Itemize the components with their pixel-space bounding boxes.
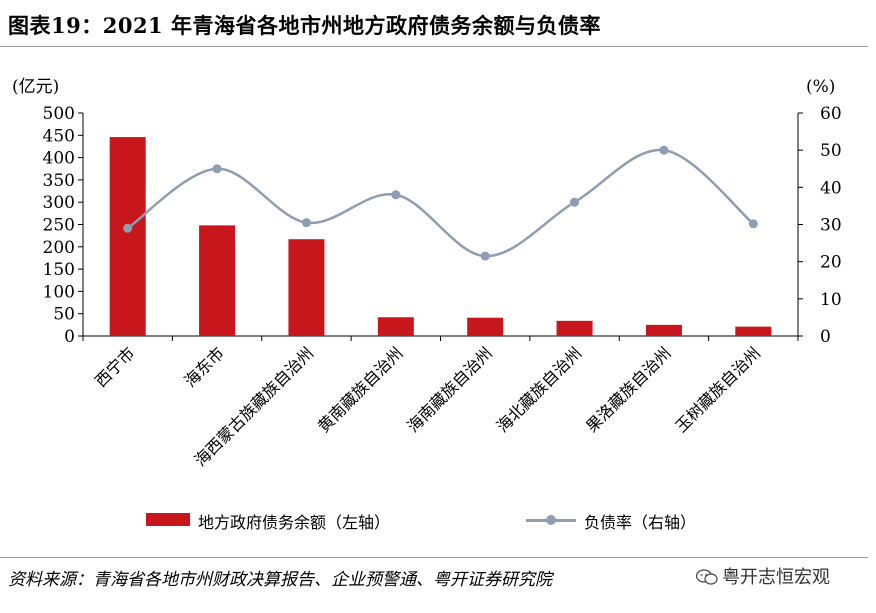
watermark-text: 粤开志恒宏观: [722, 567, 830, 588]
line-series-group: [123, 145, 758, 261]
left-tick-label: 300: [43, 193, 75, 213]
bar-4: [467, 317, 504, 336]
category-label: 玉树藏族自治州: [671, 343, 764, 436]
left-tick-label: 350: [43, 171, 75, 191]
left-axis-unit: (亿元): [12, 77, 59, 97]
category-label: 果洛藏族自治州: [582, 343, 675, 436]
left-tick-label: 450: [43, 126, 75, 146]
right-tick-label: 60: [820, 104, 842, 124]
right-tick-label: 10: [820, 290, 842, 310]
watermark: 粤开志恒宏观: [696, 563, 830, 589]
line-point-6: [659, 145, 669, 155]
bars-group: [109, 137, 772, 336]
left-tick-label: 150: [43, 260, 75, 280]
category-label: 海北藏族自治州: [493, 343, 586, 436]
line-point-0: [123, 223, 133, 233]
source-note: 资料来源：青海省各地市州财政决算报告、企业预警通、粤开证券研究院: [8, 570, 552, 590]
category-label: 海南藏族自治州: [403, 343, 496, 436]
line-point-2: [301, 218, 311, 228]
left-tick-label: 50: [53, 305, 75, 325]
legend-line-label: 负债率（右轴）: [584, 513, 697, 532]
category-label: 黄南藏族自治州: [314, 343, 407, 436]
left-tick-label: 100: [43, 282, 75, 302]
right-tick-label: 50: [820, 141, 842, 161]
line-point-7: [748, 219, 758, 229]
right-tick-label: 40: [820, 178, 842, 198]
left-tick-label: 500: [43, 104, 75, 124]
wechat-icon: [696, 569, 718, 585]
line-point-5: [570, 197, 580, 207]
right-tick-label: 0: [820, 327, 831, 347]
right-axis-unit: (%): [806, 77, 835, 97]
left-tick-label: 400: [43, 149, 75, 169]
line-point-1: [212, 164, 222, 174]
category-label: 海东市: [181, 343, 228, 390]
right-tick-label: 30: [820, 216, 842, 236]
bar-3: [377, 317, 414, 336]
bar-6: [645, 324, 682, 336]
right-tick-label: 20: [820, 253, 842, 273]
footer-divider: [0, 557, 868, 558]
bar-1: [199, 225, 236, 336]
bar-7: [735, 326, 772, 336]
title-divider: [0, 46, 868, 47]
line-point-4: [480, 251, 490, 261]
category-label: 西宁市: [91, 343, 138, 390]
left-tick-label: 250: [43, 216, 75, 236]
legend-bar-swatch: [146, 513, 190, 526]
legend-bar-label: 地方政府债务余额（左轴）: [198, 513, 391, 532]
bar-0: [109, 137, 146, 336]
bar-2: [288, 239, 325, 336]
bar-5: [556, 320, 593, 336]
chart-title: 图表19：2021 年青海省各地市州地方政府债务余额与负债率: [8, 13, 601, 38]
left-tick-label: 0: [64, 327, 75, 347]
left-tick-label: 200: [43, 238, 75, 258]
legend-line-marker: [546, 515, 556, 525]
line-point-3: [391, 190, 401, 200]
